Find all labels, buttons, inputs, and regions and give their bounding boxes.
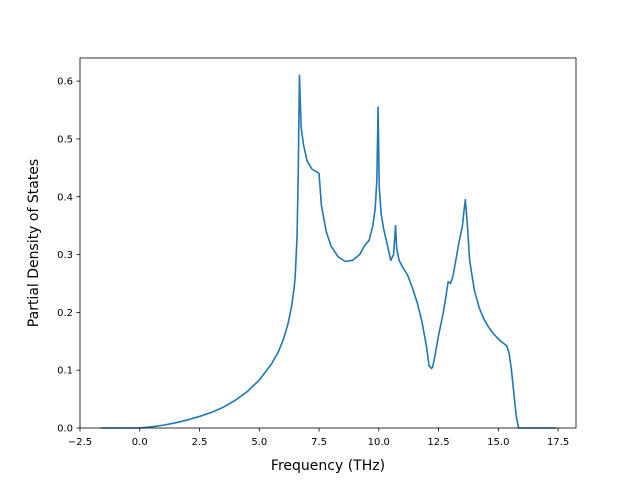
x-tick-label: 15.0 — [487, 437, 509, 448]
x-tick-label: 10.0 — [368, 437, 390, 448]
x-tick-label: 7.5 — [311, 437, 327, 448]
x-tick-label: 17.5 — [547, 437, 569, 448]
y-tick-label: 0.3 — [57, 250, 73, 261]
y-axis-ticks: 0.0 0.1 0.2 0.3 0.4 0.5 0.6 — [57, 77, 80, 435]
y-tick-label: 0.5 — [57, 134, 73, 145]
y-tick-label: 0.1 — [57, 366, 73, 377]
y-tick-label: 0.0 — [57, 424, 73, 435]
plot-area — [80, 58, 576, 428]
y-tick-label: 0.6 — [57, 77, 73, 88]
x-axis-ticks: −2.5 0.0 2.5 5.0 7.5 10.0 12.5 15.0 17.5 — [68, 428, 569, 448]
y-tick-label: 0.4 — [57, 192, 73, 203]
x-tick-label: 5.0 — [251, 437, 267, 448]
x-axis-label: Frequency (THz) — [271, 458, 385, 474]
x-tick-label: 0.0 — [132, 437, 148, 448]
y-tick-label: 0.2 — [57, 308, 73, 319]
y-axis-label: Partial Density of States — [26, 159, 42, 327]
x-tick-label: −2.5 — [68, 437, 92, 448]
plot-frame — [79, 57, 577, 429]
x-tick-label: 2.5 — [192, 437, 208, 448]
series-line — [100, 74, 557, 429]
x-tick-label: 12.5 — [427, 437, 449, 448]
